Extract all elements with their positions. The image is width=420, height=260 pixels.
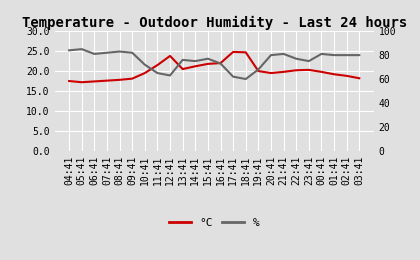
Legend: °C, %: °C, % [164,214,264,233]
Title: Temperature - Outdoor Humidity - Last 24 hours: Temperature - Outdoor Humidity - Last 24… [21,16,407,30]
